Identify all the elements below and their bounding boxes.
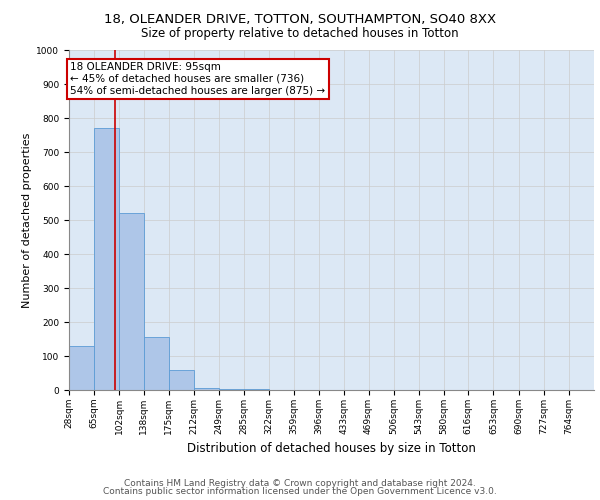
Bar bbox=[144, 338, 169, 390]
Bar bbox=[194, 388, 219, 390]
Text: Contains public sector information licensed under the Open Government Licence v3: Contains public sector information licen… bbox=[103, 487, 497, 496]
Bar bbox=[219, 389, 244, 390]
Bar bbox=[169, 370, 194, 390]
Bar bbox=[94, 128, 119, 390]
Text: 18, OLEANDER DRIVE, TOTTON, SOUTHAMPTON, SO40 8XX: 18, OLEANDER DRIVE, TOTTON, SOUTHAMPTON,… bbox=[104, 12, 496, 26]
Text: Size of property relative to detached houses in Totton: Size of property relative to detached ho… bbox=[141, 28, 459, 40]
Text: 18 OLEANDER DRIVE: 95sqm
← 45% of detached houses are smaller (736)
54% of semi-: 18 OLEANDER DRIVE: 95sqm ← 45% of detach… bbox=[70, 62, 325, 96]
Bar bbox=[119, 213, 144, 390]
X-axis label: Distribution of detached houses by size in Totton: Distribution of detached houses by size … bbox=[187, 442, 476, 456]
Bar bbox=[69, 346, 94, 390]
Y-axis label: Number of detached properties: Number of detached properties bbox=[22, 132, 32, 308]
Text: Contains HM Land Registry data © Crown copyright and database right 2024.: Contains HM Land Registry data © Crown c… bbox=[124, 478, 476, 488]
